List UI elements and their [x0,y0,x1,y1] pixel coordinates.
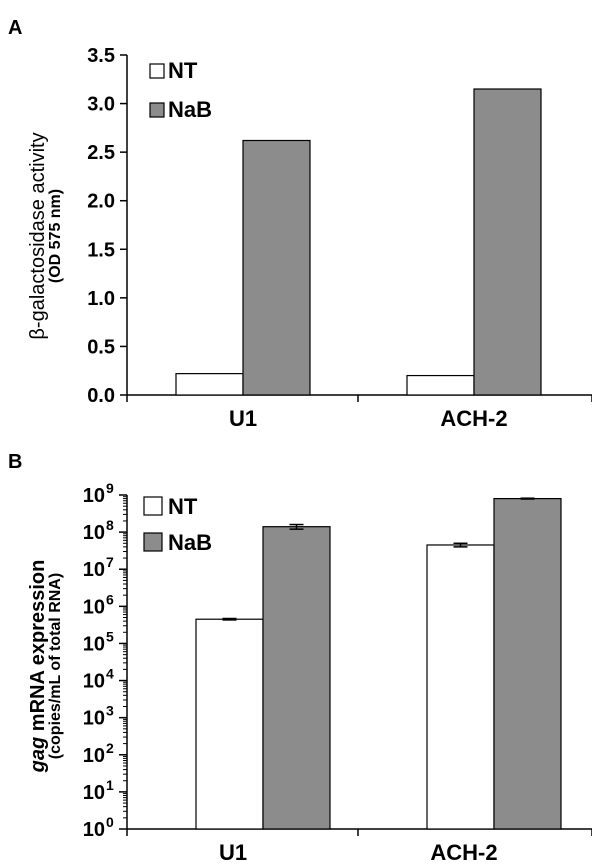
panel-a-bar-nab [473,88,542,396]
panel-b-letter: B [8,451,22,473]
panel-a-y-tick-label: 2.0 [87,191,115,213]
panel-b-y-tick-label: 10 [83,819,105,841]
panel-a-y-tick-label: 2.5 [87,142,115,164]
panel-a-category-label: U1 [229,406,257,431]
panel-a-bar-nab [242,139,311,396]
panel-a-legend-label: NaB [168,97,212,122]
panel-b-legend-label: NT [168,494,198,519]
panel-a-legend-swatch-nab [149,102,165,118]
panel-b-y-tick-exponent: 7 [106,554,114,570]
panel-a: A β-galactosidase activity (OD 575 nm) 0… [8,17,592,431]
panel-b-y-tick-label: 10 [83,559,105,581]
panel-b-bar-nab [493,497,562,830]
panel-b-y-tick-exponent: 8 [106,517,114,533]
panel-a-bar-nt [175,373,244,396]
panel-b-y-axis-label-gene: gag [27,737,49,774]
panel-a-letter: A [8,17,22,39]
panel-a-y-tick-label: 0.0 [87,385,115,407]
panel-b-y-tick-label: 10 [83,671,105,693]
panel-a-y-tick-label: 1.0 [87,288,115,310]
panel-b-category-label: U1 [219,840,247,865]
panel-b-legend-label: NaB [168,530,212,555]
panel-b-y-tick-exponent: 0 [106,814,114,830]
panel-a-bar-nt [406,374,475,396]
panel-a-y-axis-sublabel: (OD 575 nm) [47,189,64,283]
panel-b-bar-nt [426,544,495,830]
panel-b-legend-swatch-nab [143,532,163,552]
panel-b-y-tick-exponent: 2 [106,740,114,756]
panel-b-y-tick-label: 10 [83,633,105,655]
panel-b-y-tick-exponent: 3 [106,703,114,719]
panel-b: B gag mRNA expression (copies/mL of tota… [8,451,592,865]
panel-a-y-tick-label: 0.5 [87,336,115,358]
panel-b-bar-nt [195,618,264,830]
panel-b-y-tick-exponent: 5 [106,628,114,644]
panel-a-category-label: ACH-2 [440,406,507,431]
panel-b-y-tick-exponent: 4 [106,666,114,682]
panel-b-category-label: ACH-2 [430,840,497,865]
panel-b-y-tick-label: 10 [83,708,105,730]
panel-b-y-tick-exponent: 1 [106,777,114,793]
panel-b-legend-swatch-nt [143,496,163,516]
panel-b-bar-nab [262,526,331,830]
panel-b-y-axis-label: gag mRNA expression [27,560,49,774]
panel-b-y-tick-exponent: 6 [106,591,114,607]
panel-b-y-axis-label-rest: mRNA expression [27,560,49,737]
panel-a-y-tick-label: 1.5 [87,239,115,261]
panel-b-y-tick-exponent: 9 [106,480,114,496]
panel-b-y-tick-label: 10 [83,596,105,618]
panel-b-y-tick-label: 10 [83,485,105,507]
panel-a-y-tick-label: 3.5 [87,45,115,67]
panel-a-legend-swatch-nt [149,63,165,79]
panel-b-y-tick-label: 10 [83,745,105,767]
panel-a-y-tick-label: 3.0 [87,94,115,116]
panel-a-legend-label: NT [168,58,198,83]
panel-a-y-axis-label: β-galactosidase activity [27,132,49,339]
panel-b-y-tick-label: 10 [83,782,105,804]
panel-b-y-tick-label: 10 [83,522,105,544]
panel-b-y-axis-sublabel: (copies/mL of total RNA) [47,573,64,759]
